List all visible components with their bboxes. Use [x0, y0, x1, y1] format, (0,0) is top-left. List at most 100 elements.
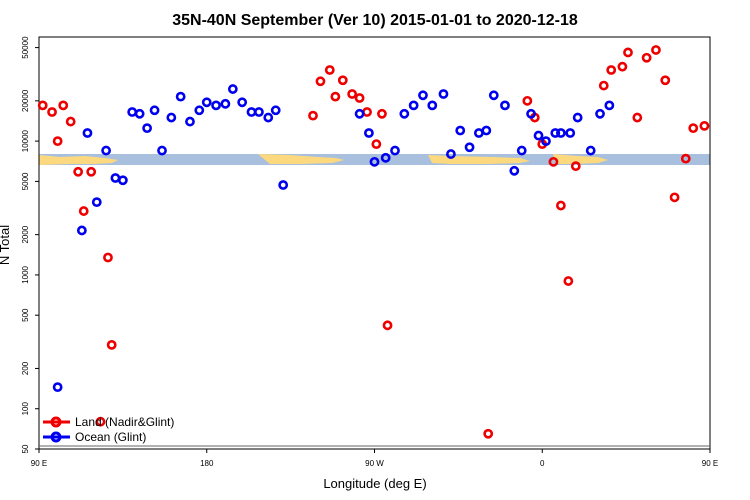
- data-point-ocean: [604, 100, 615, 111]
- data-point-land: [688, 123, 699, 134]
- data-point-land: [47, 107, 57, 117]
- data-point-ocean: [149, 105, 160, 116]
- data-point-ocean: [134, 108, 145, 119]
- data-point-ocean: [175, 91, 186, 102]
- y-tick-label: 50000: [21, 36, 30, 59]
- x-tick-label: 90 E: [702, 459, 718, 468]
- data-point-ocean: [211, 100, 221, 111]
- data-point-ocean: [464, 142, 475, 153]
- data-point-land: [483, 428, 494, 439]
- legend-label-land: Land (Nadir&Glint): [75, 415, 174, 429]
- plot-frame: [38, 36, 711, 450]
- data-point-land: [58, 100, 69, 111]
- x-tick-label: 180: [200, 459, 214, 468]
- data-point-land: [315, 76, 326, 87]
- data-point-ocean: [555, 128, 566, 138]
- data-point-ocean: [142, 123, 153, 134]
- data-point-ocean: [390, 145, 400, 156]
- data-point-ocean: [52, 382, 63, 393]
- data-point-land: [623, 47, 633, 58]
- data-point-ocean: [550, 128, 561, 138]
- data-point-land: [324, 65, 335, 75]
- data-point-land: [555, 200, 566, 211]
- y-tick-label: 5000: [21, 172, 30, 190]
- x-tick-label: 0: [540, 459, 545, 468]
- x-axis-ticks: 90 E 180 90 W 0 90 E: [31, 449, 718, 468]
- data-point-ocean: [488, 90, 499, 101]
- data-point-ocean: [246, 107, 257, 117]
- data-point-ocean: [585, 145, 596, 156]
- y-axis-label: N Total: [0, 225, 12, 265]
- data-point-land: [548, 156, 559, 167]
- data-point-land: [65, 116, 76, 127]
- data-point-land: [86, 166, 97, 177]
- data-point-ocean: [185, 116, 195, 127]
- data-point-land: [570, 161, 581, 172]
- data-point-ocean: [237, 97, 248, 108]
- legend-marker-ocean: [50, 431, 62, 443]
- data-point-ocean: [473, 128, 484, 138]
- data-point-land: [354, 93, 365, 103]
- map-land-asia: [39, 155, 118, 165]
- data-point-ocean: [408, 100, 419, 111]
- data-point-ocean: [227, 84, 238, 94]
- data-point-ocean: [565, 128, 576, 138]
- data-point-ocean: [157, 145, 167, 156]
- data-point-ocean: [500, 100, 510, 111]
- data-point-land: [382, 320, 393, 331]
- data-point-ocean: [438, 89, 449, 99]
- data-point-ocean: [427, 100, 438, 111]
- data-point-ocean: [455, 125, 466, 136]
- data-point-land: [37, 100, 48, 111]
- data-point-land: [598, 80, 609, 91]
- data-point-ocean: [76, 225, 87, 236]
- data-point-ocean: [481, 125, 492, 136]
- data-point-land: [660, 75, 671, 86]
- data-point-land: [371, 139, 382, 149]
- y-axis-ticks: 50 100 200 500 1000 2000 5000 10000 20000 50000: [21, 36, 39, 453]
- data-point-ocean: [526, 108, 536, 119]
- data-point-ocean: [380, 152, 391, 163]
- data-point-ocean: [194, 105, 205, 116]
- y-tick-label: 10000: [21, 129, 30, 152]
- data-point-ocean: [369, 156, 380, 167]
- data-point-ocean: [399, 108, 410, 119]
- data-point-land: [651, 45, 661, 55]
- y-tick-label: 100: [21, 402, 30, 416]
- data-point-land: [73, 166, 84, 177]
- y-tick-label: 20000: [21, 89, 30, 112]
- data-point-ocean: [533, 130, 544, 141]
- y-tick-label: 500: [21, 308, 30, 322]
- data-point-ocean: [364, 128, 374, 138]
- data-point-ocean: [201, 97, 212, 108]
- data-point-ocean: [166, 112, 177, 123]
- data-point-land: [347, 89, 358, 99]
- data-point-ocean: [354, 108, 365, 119]
- data-point-land: [522, 95, 533, 106]
- data-point-land: [641, 52, 652, 63]
- data-point-ocean: [91, 197, 102, 208]
- data-point-land: [606, 65, 617, 75]
- data-point-ocean: [418, 90, 428, 101]
- legend: Land (Nadir&Glint) Ocean (Glint): [43, 415, 174, 444]
- data-point-ocean: [254, 107, 264, 117]
- data-point-land: [680, 153, 691, 164]
- data-point-ocean: [117, 175, 128, 186]
- data-point-land: [362, 107, 372, 117]
- data-point-ocean: [270, 105, 281, 116]
- data-point-land: [617, 61, 628, 72]
- data-point-ocean: [82, 128, 93, 138]
- legend-label-ocean: Ocean (Glint): [75, 430, 146, 444]
- data-point-ocean: [101, 145, 111, 156]
- data-point-land: [337, 75, 348, 86]
- y-tick-label: 50: [21, 444, 30, 453]
- map-land-east-asia: [553, 154, 608, 164]
- x-tick-label: 90 E: [31, 459, 47, 468]
- y-tick-label: 1000: [21, 265, 30, 283]
- data-point-land: [563, 276, 574, 286]
- data-point-land: [632, 112, 643, 123]
- data-point-ocean: [263, 112, 274, 123]
- x-tick-label: 90 W: [365, 459, 384, 468]
- y-tick-label: 2000: [21, 225, 30, 243]
